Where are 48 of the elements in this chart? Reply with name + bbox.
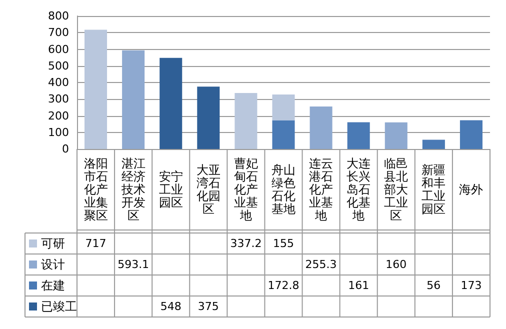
data-label: 375 (198, 300, 219, 313)
data-label: 173 (460, 279, 482, 292)
y-tick-label: 0 (62, 142, 69, 156)
bar (310, 106, 332, 149)
x-tick-label: 连云港石化产业基地 (309, 156, 334, 222)
y-tick-label: 400 (48, 76, 69, 89)
data-label: 548 (160, 300, 182, 313)
data-label: 337.2 (230, 237, 262, 250)
data-label: 255.3 (305, 258, 337, 271)
bar (272, 120, 295, 149)
bar (422, 140, 445, 149)
legend-label: 可研 (41, 236, 65, 250)
y-tick-label: 600 (48, 42, 69, 56)
bar (272, 94, 295, 120)
x-tick-label: 曹妃甸石化产业基地 (234, 156, 258, 222)
bar (122, 50, 145, 149)
data-label: 717 (85, 237, 106, 250)
x-tick-label: 大连长兴岛石化基地 (346, 156, 371, 222)
y-tick-label: 300 (48, 92, 69, 106)
data-label: 161 (348, 279, 370, 292)
y-tick-label: 700 (48, 26, 69, 40)
data-label: 160 (386, 258, 407, 271)
y-tick-label: 500 (48, 59, 69, 72)
bar (384, 122, 408, 149)
bar (197, 86, 220, 149)
bar (347, 122, 370, 149)
x-tick-label: 临邑县北部大工业区 (384, 156, 408, 222)
x-tick-label: 舟山绿色石化基地 (272, 163, 296, 216)
bar (460, 120, 482, 149)
x-tick-label: 大亚湾石化园区 (196, 163, 220, 216)
legend-label: 已竣工 (41, 300, 77, 314)
data-label: 172.8 (268, 279, 300, 292)
data-label: 56 (426, 279, 441, 292)
x-tick-label: 洛阳市石化产业集聚区 (84, 156, 108, 222)
y-tick-label: 100 (48, 126, 69, 139)
y-tick-label: 800 (48, 10, 69, 22)
legend-label: 设计 (41, 258, 65, 272)
bar (160, 58, 182, 149)
bar (234, 92, 258, 149)
x-tick-label: 湛江经济技术开发区 (120, 156, 146, 222)
x-tick-label: 新疆和丰工业园区 (422, 163, 446, 216)
data-label: 155 (273, 237, 294, 250)
bar (84, 30, 108, 149)
data-label: 593.1 (118, 258, 150, 271)
x-tick-label: 海外 (459, 182, 484, 196)
legend-label: 在建 (41, 278, 65, 292)
x-tick-label: 安宁工业园区 (158, 170, 183, 210)
y-tick-label: 200 (48, 109, 69, 122)
